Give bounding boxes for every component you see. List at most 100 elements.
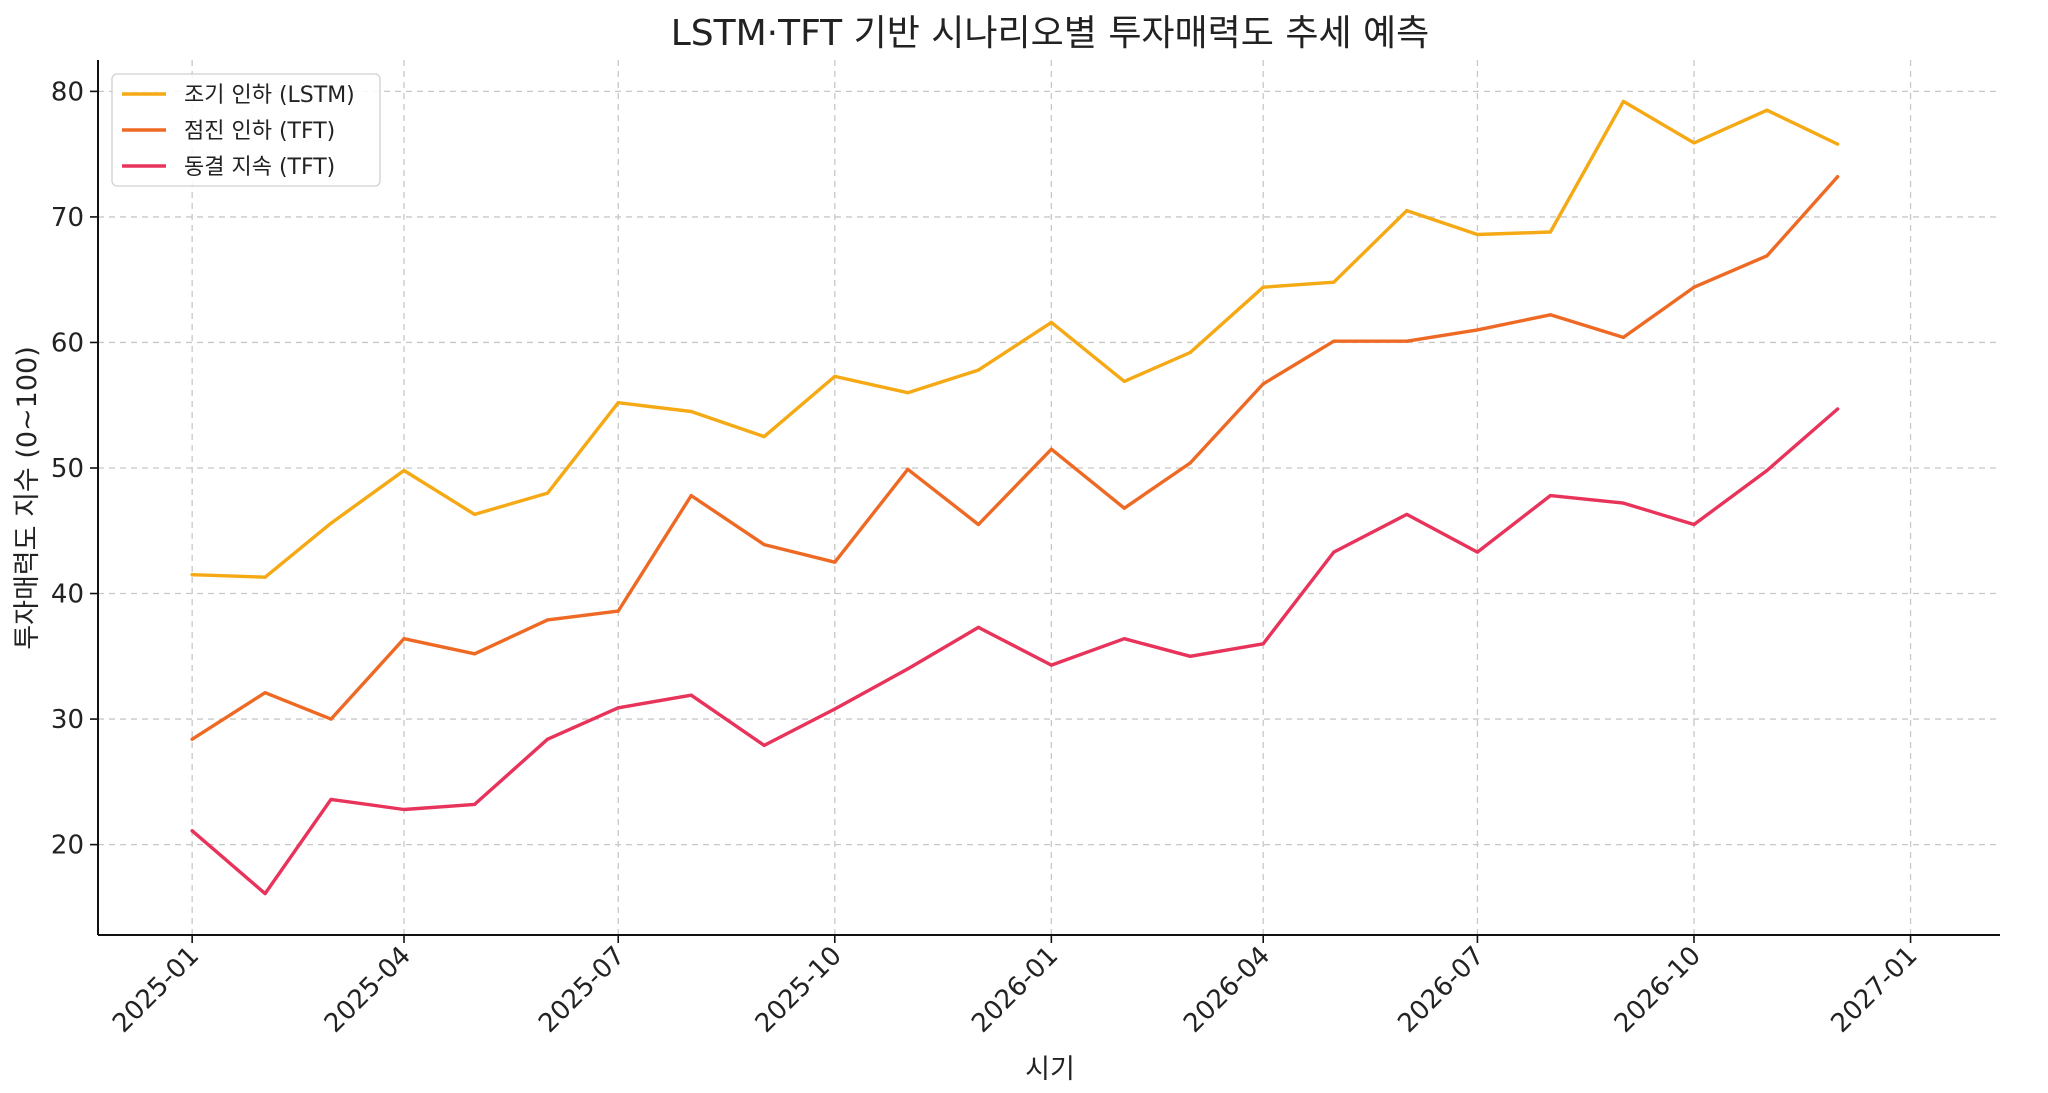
data-point [833, 707, 837, 711]
data-point [473, 652, 477, 656]
data-point [1835, 175, 1840, 179]
data-point [1548, 494, 1552, 498]
data-point [402, 637, 406, 641]
data-point [1188, 654, 1192, 658]
data-point [616, 401, 620, 405]
data-point [1765, 108, 1769, 112]
data-point [546, 491, 550, 495]
data-point [1405, 512, 1409, 517]
x-tick-label: 2026-04 [1178, 941, 1276, 1039]
data-point [616, 706, 620, 710]
series-line-2 [190, 175, 1840, 741]
data-point [1049, 663, 1053, 667]
data-point [329, 521, 333, 525]
data-point [1122, 379, 1126, 383]
data-point [1475, 328, 1480, 332]
legend-label: 동결 지속 (TFT) [184, 155, 335, 180]
x-tick-label: 2025-01 [107, 941, 205, 1039]
data-point [263, 575, 267, 579]
y-tick-label: 40 [51, 580, 84, 610]
data-point [976, 625, 980, 630]
data-point [1765, 254, 1769, 258]
legend-box [111, 73, 381, 187]
y-tick-label: 70 [51, 203, 84, 233]
series-lines [190, 99, 1840, 896]
data-point [616, 609, 620, 613]
data-point [1765, 468, 1769, 473]
data-point [1332, 339, 1336, 343]
legend-label: 조기 인하 (LSTM) [184, 83, 355, 108]
y-tick-label: 20 [51, 831, 84, 861]
data-point [190, 573, 194, 577]
data-point [1621, 335, 1625, 340]
data-point [762, 542, 766, 547]
data-point [833, 374, 837, 378]
x-tick-label: 2026-10 [1609, 941, 1707, 1039]
data-point [1475, 550, 1480, 554]
data-point [1122, 506, 1126, 510]
data-point [976, 522, 980, 527]
data-point [1548, 230, 1552, 234]
data-point [1405, 209, 1409, 213]
data-point [190, 829, 194, 833]
data-point [1692, 522, 1696, 527]
data-point [1261, 285, 1265, 289]
y-tick-label: 60 [51, 328, 84, 358]
data-point [263, 891, 267, 896]
data-point [402, 468, 406, 473]
data-point [1261, 382, 1265, 386]
data-point [1621, 99, 1625, 104]
data-point [1692, 141, 1696, 145]
x-tick-label: 2025-07 [533, 941, 631, 1039]
x-axis-label: 시기 [1025, 1054, 1075, 1085]
data-point [546, 618, 550, 622]
data-point [1188, 461, 1192, 465]
data-point [1621, 501, 1625, 505]
series-line-1 [190, 99, 1840, 579]
data-point [473, 512, 477, 517]
data-point [329, 717, 333, 721]
data-point [1835, 142, 1840, 146]
data-point [546, 737, 550, 741]
x-tick-label: 2026-01 [966, 941, 1064, 1039]
y-tick-label: 50 [51, 454, 84, 484]
data-point [1049, 447, 1053, 451]
data-point [833, 560, 837, 564]
data-point [906, 667, 910, 671]
data-point [906, 391, 910, 395]
data-point [1405, 339, 1409, 343]
axis-ticks: 20 30 40 50 60 70 80 2025-01 2025-04 2025-07 2025-… [51, 77, 1924, 1038]
data-point [1835, 407, 1840, 411]
data-point [190, 737, 194, 741]
data-point [762, 743, 766, 748]
data-point [1188, 350, 1192, 355]
data-point [689, 409, 693, 414]
data-point [1692, 285, 1696, 289]
y-axis-label: 투자매력도 지수 (0~100) [12, 346, 43, 649]
data-point [906, 467, 910, 471]
data-point [1261, 642, 1265, 646]
data-point [1049, 320, 1053, 324]
data-point [976, 368, 980, 372]
grid-lines [98, 60, 2000, 935]
x-tick-label: 2026-07 [1392, 941, 1490, 1039]
data-point [1548, 313, 1552, 317]
data-point [1332, 280, 1336, 284]
legend: 조기 인하 (LSTM) 점진 인하 (TFT) 동결 지속 (TFT) [111, 73, 381, 187]
chart-title: LSTM·TFT 기반 시나리오별 투자매력도 추세 예측 [671, 13, 1430, 54]
y-tick-label: 30 [51, 705, 84, 735]
legend-label: 점진 인하 (TFT) [184, 119, 335, 144]
x-tick-label: 2025-04 [319, 941, 417, 1039]
data-point [1332, 550, 1336, 554]
data-point [402, 807, 406, 812]
axis-spines [97, 60, 2000, 936]
data-point [689, 494, 693, 498]
data-point [762, 435, 766, 439]
data-point [1122, 637, 1126, 641]
data-point [1475, 232, 1480, 237]
data-point [329, 797, 333, 802]
y-tick-label: 80 [51, 77, 84, 107]
x-tick-label: 2025-10 [750, 941, 848, 1039]
